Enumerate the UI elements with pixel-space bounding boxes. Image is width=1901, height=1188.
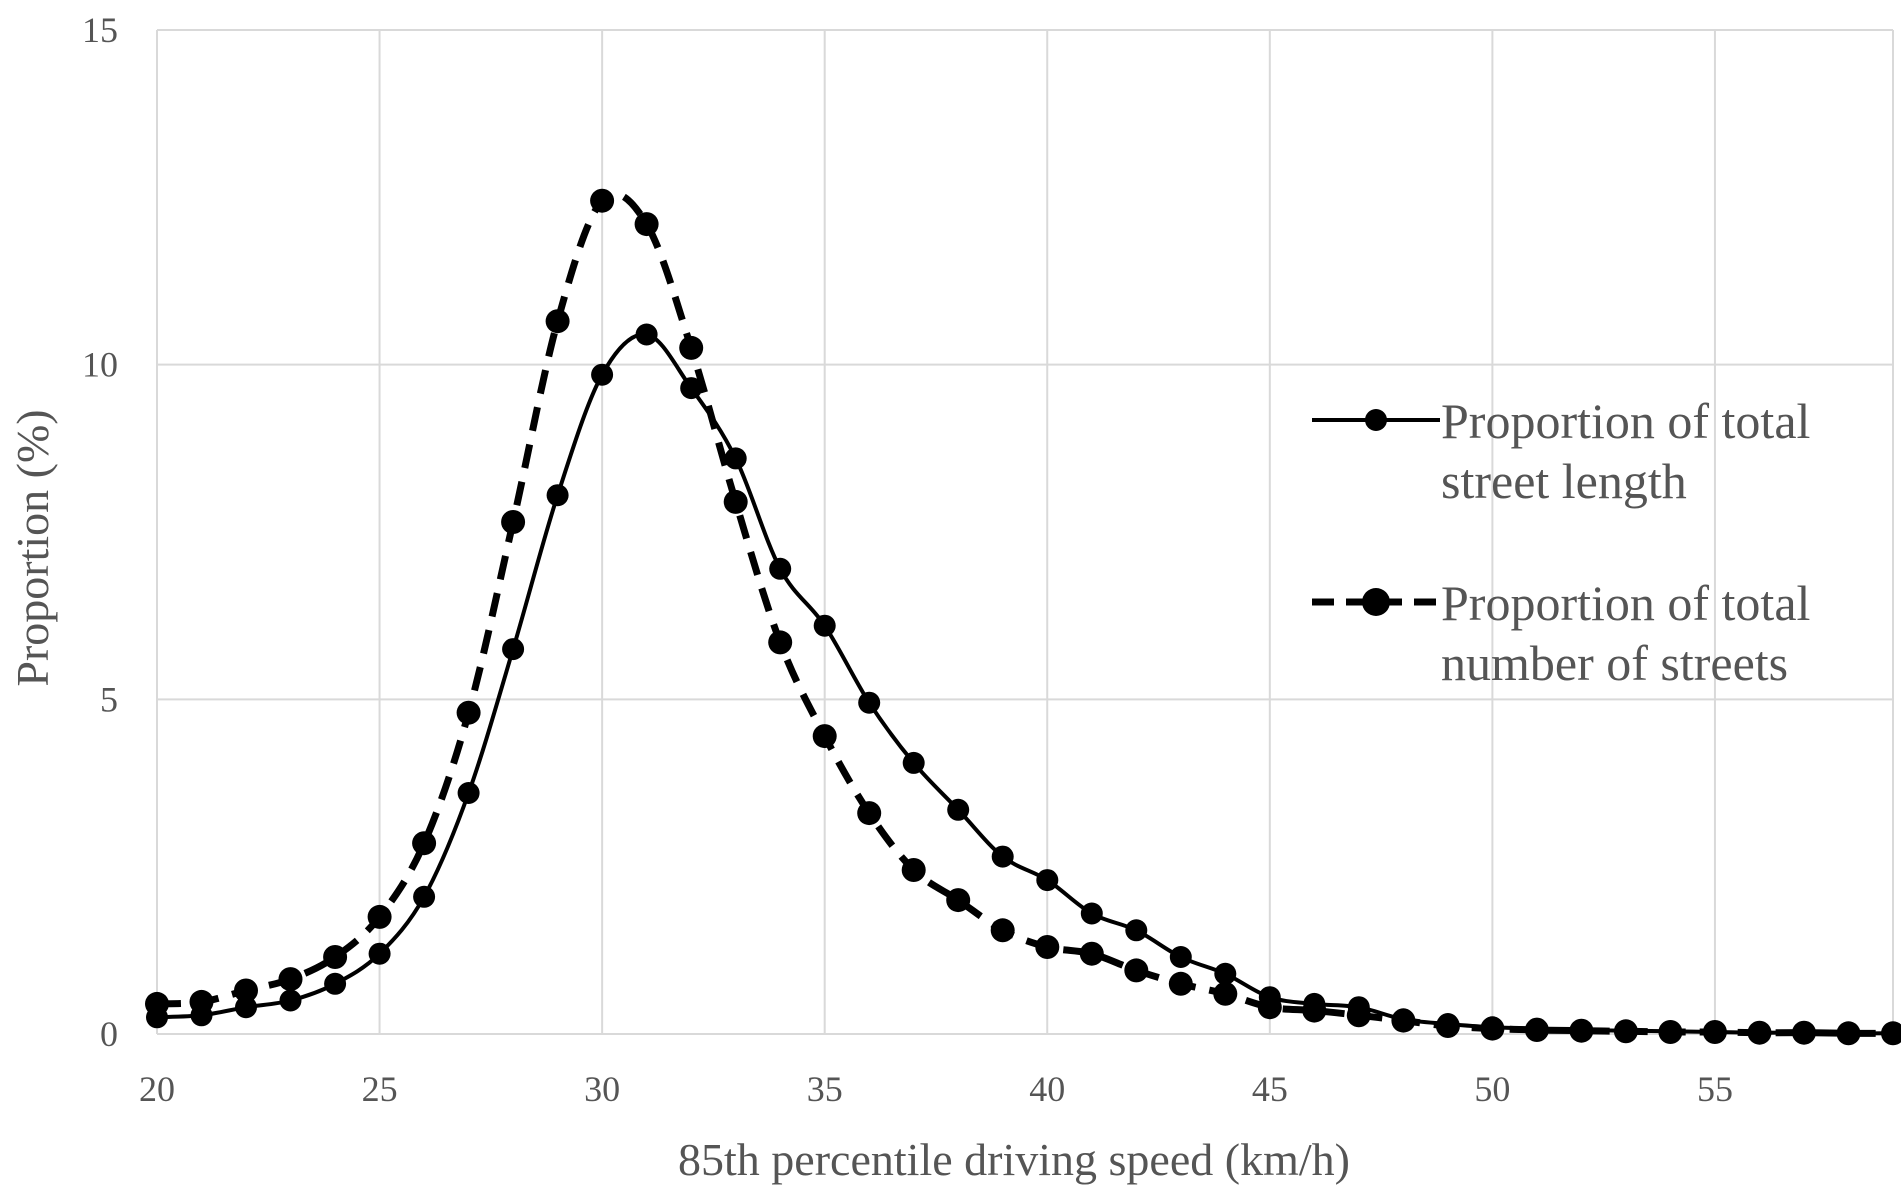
data-point	[680, 377, 703, 400]
data-point	[1169, 946, 1192, 968]
y-tick-label: 15	[82, 10, 118, 50]
data-point	[858, 691, 881, 714]
data-point	[546, 484, 569, 507]
data-point	[857, 801, 882, 826]
y-axis-title: Proportion (%)	[7, 409, 58, 686]
data-point	[278, 967, 303, 992]
data-point	[812, 724, 837, 749]
data-point	[1836, 1021, 1861, 1046]
data-point	[413, 885, 436, 908]
data-point	[1213, 981, 1238, 1006]
x-axis-title: 85th percentile driving speed (km/h)	[678, 1134, 1350, 1185]
x-tick-label: 25	[362, 1069, 398, 1109]
data-point	[324, 972, 347, 995]
data-point	[1435, 1014, 1460, 1038]
data-point	[367, 904, 392, 929]
data-point	[1257, 995, 1282, 1020]
data-point	[457, 782, 480, 804]
data-point	[235, 996, 257, 1019]
data-point	[1302, 998, 1327, 1023]
legend: Proportion of total street length Propor…	[1312, 393, 1810, 691]
data-point	[1036, 869, 1059, 892]
x-tick-label: 35	[807, 1069, 843, 1109]
data-point	[947, 798, 970, 821]
data-point	[990, 918, 1015, 943]
x-tick-label: 30	[584, 1069, 620, 1109]
data-point	[1747, 1020, 1772, 1045]
tick-labels: 20 25 30 35 40 45 50 55 0 5 10 15	[82, 10, 1733, 1109]
data-point	[1391, 1008, 1416, 1033]
data-point	[991, 845, 1014, 868]
data-point	[1168, 971, 1193, 996]
data-point	[1792, 1020, 1816, 1045]
data-point	[1881, 1021, 1901, 1046]
data-point	[1524, 1018, 1549, 1042]
data-point	[279, 989, 302, 1012]
data-point	[189, 989, 214, 1014]
data-point	[901, 858, 926, 882]
x-tick-label: 50	[1474, 1069, 1510, 1109]
data-point	[1658, 1020, 1683, 1044]
x-tick-label: 55	[1697, 1069, 1733, 1109]
series-group	[145, 188, 1901, 1046]
axes	[156, 30, 1893, 1035]
series-line-dashed	[156, 190, 1894, 1037]
legend-label-line1: Proportion of total	[1441, 575, 1810, 631]
data-point	[1035, 935, 1060, 959]
data-point	[1079, 941, 1104, 966]
x-tick-label: 45	[1252, 1069, 1288, 1109]
gridlines	[157, 29, 1894, 1034]
data-point	[502, 638, 525, 661]
data-point	[591, 363, 614, 386]
data-point	[1214, 962, 1237, 985]
legend-label-line1: Proportion of total	[1441, 393, 1810, 449]
data-point	[545, 309, 570, 334]
data-point	[679, 335, 704, 360]
data-point	[1124, 958, 1149, 983]
data-point	[768, 630, 793, 655]
data-point	[769, 557, 792, 580]
y-tick-label: 5	[100, 679, 118, 719]
data-point	[1346, 1003, 1371, 1028]
data-point	[501, 510, 526, 534]
data-point	[1569, 1018, 1594, 1043]
data-point	[234, 978, 258, 1003]
data-point	[723, 489, 748, 514]
data-point	[724, 447, 747, 470]
data-point	[1702, 1020, 1727, 1044]
data-point	[946, 888, 971, 913]
data-point	[902, 751, 925, 774]
series-number-of-streets	[145, 188, 1901, 1046]
data-point	[813, 614, 836, 637]
legend-label-line2: street length	[1441, 453, 1687, 509]
data-point	[1480, 1016, 1505, 1041]
legend-marker-dashed	[1362, 588, 1390, 616]
data-point	[1613, 1019, 1638, 1044]
y-tick-label: 10	[82, 345, 118, 385]
data-point	[412, 831, 437, 856]
legend-label-line2: number of streets	[1441, 635, 1788, 691]
x-tick-label: 40	[1029, 1069, 1065, 1109]
data-point	[323, 945, 348, 969]
y-tick-label: 0	[100, 1014, 118, 1054]
data-point	[456, 700, 481, 725]
x-tick-label: 20	[139, 1069, 175, 1109]
data-point	[590, 188, 615, 213]
legend-entry-number-of-streets: Proportion of total number of streets	[1312, 575, 1810, 691]
data-point	[635, 323, 658, 346]
data-point	[145, 991, 169, 1016]
data-point	[368, 942, 391, 965]
data-point	[634, 212, 659, 237]
legend-marker-solid	[1365, 409, 1387, 431]
data-point	[1125, 919, 1148, 942]
data-point	[1080, 902, 1103, 925]
legend-entry-street-length: Proportion of total street length	[1312, 393, 1810, 509]
